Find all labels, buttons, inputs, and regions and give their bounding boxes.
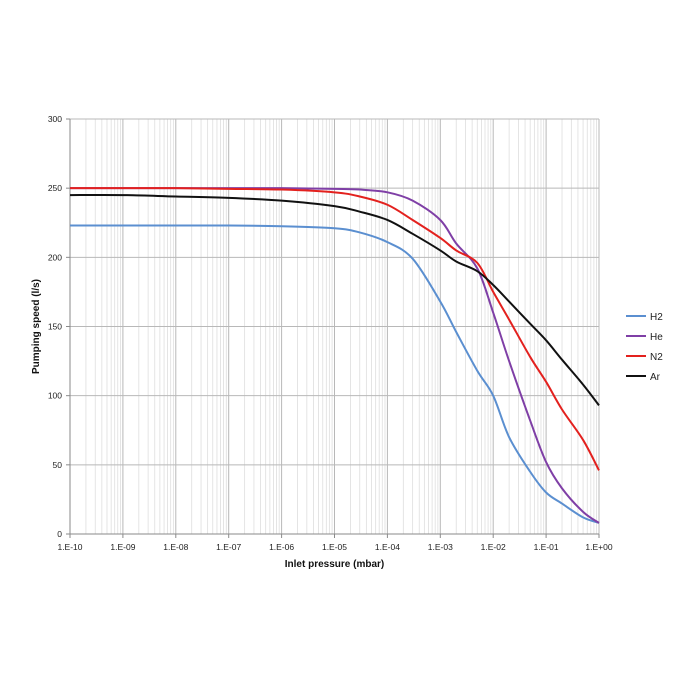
series-line-h2 bbox=[69, 224, 600, 524]
series-line-n2 bbox=[70, 187, 600, 471]
legend-label-n2: N2 bbox=[650, 352, 663, 363]
y-tick-label: 300 bbox=[48, 114, 62, 124]
y-tick-label: 200 bbox=[48, 252, 62, 262]
major-gridlines bbox=[69, 118, 600, 535]
y-tick-label: 250 bbox=[48, 183, 62, 193]
x-tick-label: 1.E-07 bbox=[216, 542, 241, 552]
x-tick-label: 1.E-05 bbox=[322, 542, 347, 552]
y-tick-label: 150 bbox=[48, 322, 62, 332]
x-tick-label: 1.E-06 bbox=[269, 542, 294, 552]
x-tick-label: 1.E-01 bbox=[534, 542, 559, 552]
y-axis-title: Pumping speed (l/s) bbox=[31, 279, 42, 374]
y-tick-labels: 0 50 100 150 200 250 300 bbox=[48, 114, 62, 539]
x-axis-title: Inlet pressure (mbar) bbox=[285, 559, 384, 570]
y-tick-label: 0 bbox=[57, 529, 62, 539]
series-lines bbox=[69, 187, 600, 524]
legend-label-h2: H2 bbox=[650, 312, 663, 323]
x-tick-label: 1.E-04 bbox=[375, 542, 400, 552]
legend-label-he: He bbox=[650, 332, 663, 343]
legend-label-ar: Ar bbox=[650, 372, 661, 383]
y-tick-label: 50 bbox=[53, 460, 63, 470]
y-tick-label: 100 bbox=[48, 391, 62, 401]
x-tick-label: 1.E-10 bbox=[57, 542, 82, 552]
x-tick-label: 1.E-09 bbox=[110, 542, 135, 552]
x-tick-label: 1.E-08 bbox=[163, 542, 188, 552]
x-tick-labels: 1.E-10 1.E-09 1.E-08 1.E-07 1.E-06 1.E-05 1.E-… bbox=[57, 542, 612, 552]
axes bbox=[66, 118, 600, 538]
x-tick-label: 1.E-02 bbox=[481, 542, 506, 552]
x-tick-label: 1.E-03 bbox=[428, 542, 453, 552]
series-line-ar bbox=[69, 193, 600, 406]
x-tick-label: 1.E+00 bbox=[585, 542, 612, 552]
legend: H2 He N2 Ar bbox=[626, 312, 663, 383]
